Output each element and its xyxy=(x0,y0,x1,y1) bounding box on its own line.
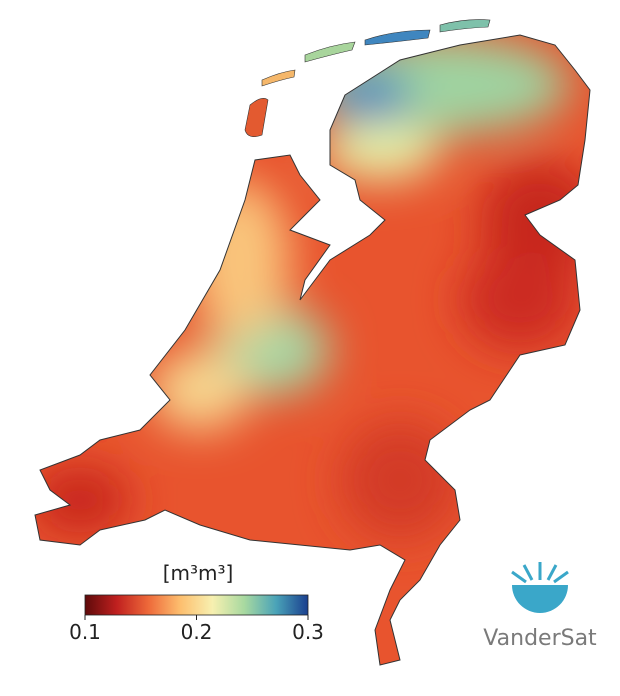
tick-label: 0.1 xyxy=(69,620,101,644)
logo: VanderSat xyxy=(483,562,597,651)
colorbar: [m³m³] 0.1 0.2 0.3 xyxy=(69,561,324,644)
logo-text: VanderSat xyxy=(483,626,597,651)
colorbar-ramp xyxy=(84,594,309,616)
tick-label: 0.2 xyxy=(181,620,213,644)
tick-label: 0.3 xyxy=(292,620,324,644)
colorbar-label: [m³m³] xyxy=(163,561,234,585)
